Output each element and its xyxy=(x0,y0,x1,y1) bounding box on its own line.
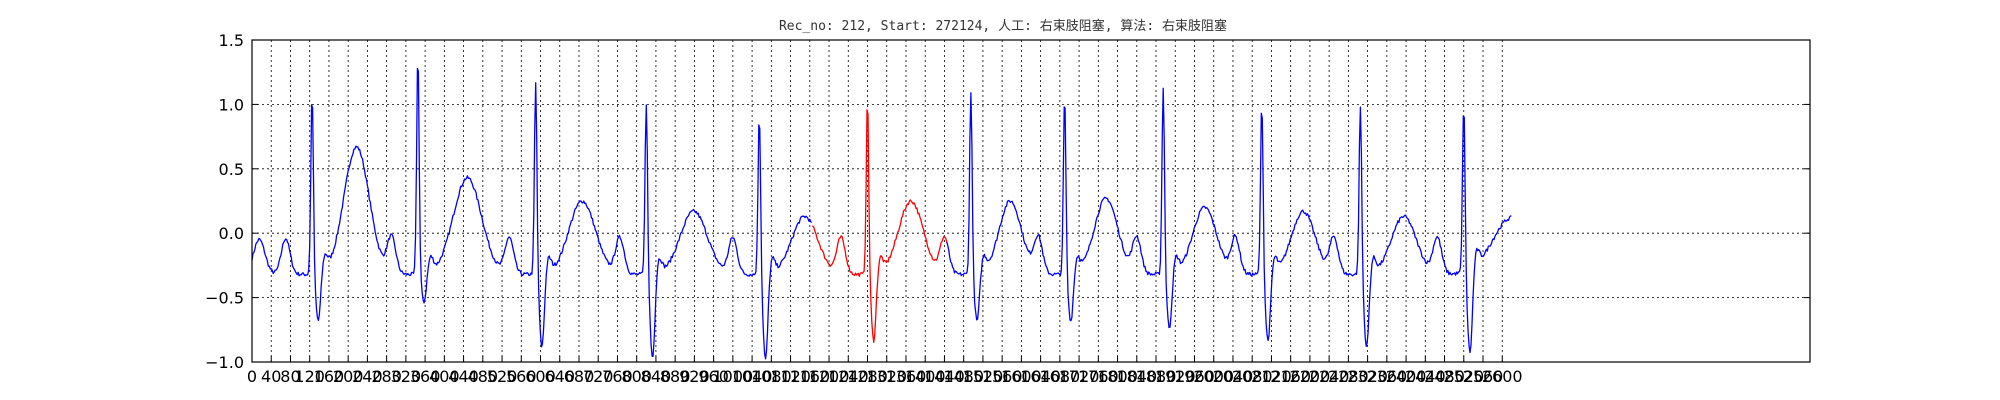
x-tick-label: 1840 xyxy=(1116,367,1157,386)
x-tick-label: 2320 xyxy=(1347,367,1388,386)
chart-title: Rec_no: 212, Start: 272124, 人工: 右束肢阻塞, 算… xyxy=(779,18,1227,34)
x-tick-label: 400 xyxy=(429,367,460,386)
x-tick-label: 2600 xyxy=(1482,367,1523,386)
x-tick-label: 1520 xyxy=(963,367,1004,386)
x-axis: 0 408012016020024028032036040044048052056… xyxy=(247,356,1523,386)
x-tick-label: 1400 xyxy=(905,367,946,386)
x-tick-label: 120 xyxy=(294,367,325,386)
x-tick-label: 1720 xyxy=(1059,367,1100,386)
x-tick-label: 920 xyxy=(679,367,710,386)
x-tick-label: 800 xyxy=(621,367,652,386)
x-tick-label: 1440 xyxy=(924,367,965,386)
x-tick-label: 1600 xyxy=(1001,367,1042,386)
x-tick-label: 2400 xyxy=(1386,367,1427,386)
x-tick-label: 2280 xyxy=(1328,367,1369,386)
x-tick-label: 520 xyxy=(487,367,518,386)
ecg-segment xyxy=(811,109,948,343)
x-tick-label: 1160 xyxy=(789,367,830,386)
x-tick-label: 2120 xyxy=(1251,367,1292,386)
x-tick-label: 2360 xyxy=(1366,367,1407,386)
x-tick-label: 560 xyxy=(506,367,537,386)
x-tick-label: 80 xyxy=(280,367,300,386)
x-tick-label: 1760 xyxy=(1078,367,1119,386)
x-tick-label: 1360 xyxy=(886,367,927,386)
x-tick-label: 1240 xyxy=(828,367,869,386)
x-tick-label: 1040 xyxy=(732,367,773,386)
x-tick-label: 600 xyxy=(525,367,556,386)
x-tick-label: 1120 xyxy=(770,367,811,386)
x-tick-label: 2240 xyxy=(1309,367,1350,386)
ecg-segment xyxy=(251,67,813,360)
y-tick-label: 0.0 xyxy=(219,224,244,243)
x-tick-label: 640 xyxy=(544,367,575,386)
y-axis: −1.0 −0.5 0.0 0.5 1.0 1.5 xyxy=(205,31,1810,372)
x-tick-label: 2520 xyxy=(1443,367,1484,386)
x-tick-label: 160 xyxy=(314,367,345,386)
y-tick-label: 1.5 xyxy=(219,31,244,50)
ecg-series xyxy=(251,67,1512,360)
x-tick-label: 2000 xyxy=(1193,367,1234,386)
grid xyxy=(252,40,1810,362)
x-tick-label: 1320 xyxy=(866,367,907,386)
x-tick-label: 480 xyxy=(468,367,499,386)
x-tick-label: 240 xyxy=(352,367,383,386)
x-tick-label: 1640 xyxy=(1020,367,1061,386)
plot-area xyxy=(252,40,1810,362)
x-tick-label: 680 xyxy=(564,367,595,386)
x-tick-label: 2160 xyxy=(1270,367,1311,386)
y-tick-label: −1.0 xyxy=(205,353,244,372)
x-tick-label: 1920 xyxy=(1155,367,1196,386)
x-tick-label: 2040 xyxy=(1213,367,1254,386)
ecg-segment xyxy=(946,87,1512,354)
x-tick-label: 1000 xyxy=(713,367,754,386)
x-tick-label: 1880 xyxy=(1136,367,1177,386)
x-tick-label: 1560 xyxy=(982,367,1023,386)
y-tick-label: 0.5 xyxy=(219,160,244,179)
x-tick-label: 2080 xyxy=(1232,367,1273,386)
x-tick-label: 440 xyxy=(448,367,479,386)
x-tick-label: 2560 xyxy=(1463,367,1504,386)
x-tick-label: 840 xyxy=(641,367,672,386)
x-tick-label: 2480 xyxy=(1424,367,1465,386)
x-tick-label: 880 xyxy=(660,367,691,386)
x-tick-label: 280 xyxy=(371,367,402,386)
x-tick-label: 1800 xyxy=(1097,367,1138,386)
x-tick-label: 0 xyxy=(247,367,257,386)
x-tick-label: 200 xyxy=(333,367,364,386)
plot-frame xyxy=(251,39,1811,363)
x-tick-label: 320 xyxy=(391,367,422,386)
x-tick-label: 1080 xyxy=(751,367,792,386)
x-tick-label: 1480 xyxy=(943,367,984,386)
y-tick-label: −0.5 xyxy=(205,289,244,308)
y-tick-label: 1.0 xyxy=(219,95,244,114)
x-tick-label: 2440 xyxy=(1405,367,1446,386)
x-tick-label: 1960 xyxy=(1174,367,1215,386)
x-tick-label: 1200 xyxy=(809,367,850,386)
x-tick-label: 960 xyxy=(698,367,729,386)
x-tick-label: 1680 xyxy=(1039,367,1080,386)
x-tick-label: 360 xyxy=(410,367,441,386)
x-tick-label: 760 xyxy=(602,367,633,386)
x-tick-label: 40 xyxy=(261,367,281,386)
x-tick-label: 2200 xyxy=(1290,367,1331,386)
x-tick-label: 1280 xyxy=(847,367,888,386)
x-tick-label: 720 xyxy=(583,367,614,386)
